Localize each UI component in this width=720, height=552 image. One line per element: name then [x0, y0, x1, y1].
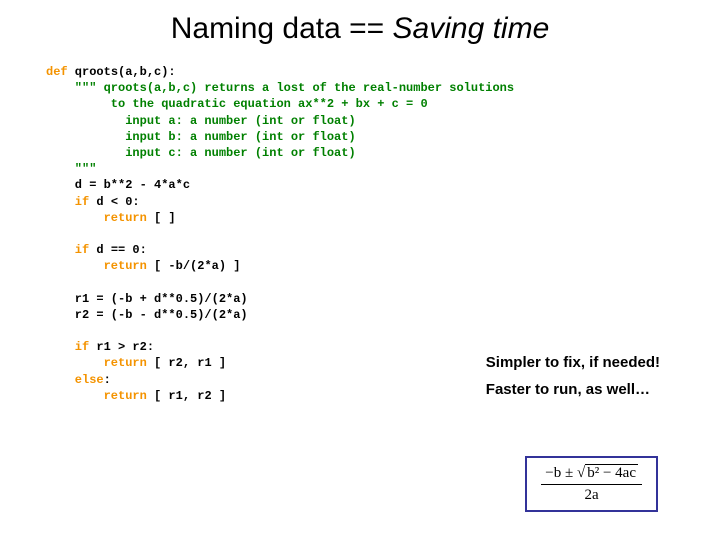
formula-box: −b ± √b² − 4ac 2a — [525, 456, 658, 512]
title-plain: Naming data == — [171, 12, 393, 45]
kw-if3: if — [46, 340, 89, 354]
doc-5: input c: a number (int or float) — [46, 146, 356, 160]
code-l3: r2 = (-b - d**0.5)/(2*a) — [46, 308, 248, 322]
code-block: def qroots(a,b,c): """ qroots(a,b,c) ret… — [46, 64, 720, 404]
formula-num-lead: −b ± — [545, 465, 577, 481]
doc-1: """ qroots(a,b,c) returns a lost of the … — [46, 81, 514, 95]
kw-else: else — [46, 373, 104, 387]
ret1-rest: [ ] — [147, 211, 176, 225]
kw-ret4: return — [46, 389, 147, 403]
annotation-2: Faster to run, as well… — [486, 381, 660, 398]
title-italic: Saving time — [393, 12, 550, 45]
if3-rest: r1 > r2: — [89, 340, 154, 354]
code-sig: qroots(a,b,c): — [68, 65, 176, 79]
kw-ret1: return — [46, 211, 147, 225]
slide-title: Naming data == Saving time — [0, 12, 720, 46]
else-rest: : — [104, 373, 111, 387]
kw-if1: if — [46, 195, 89, 209]
code-l2: r1 = (-b + d**0.5)/(2*a) — [46, 292, 248, 306]
code-l1: d = b**2 - 4*a*c — [46, 178, 190, 192]
doc-2: to the quadratic equation ax**2 + bx + c… — [46, 97, 428, 111]
formula-under-root: b² − 4ac — [585, 464, 638, 482]
quadratic-formula: −b ± √b² − 4ac 2a — [541, 464, 642, 504]
kw-if2: if — [46, 243, 89, 257]
doc-6: """ — [46, 162, 96, 176]
annotation-box: Simpler to fix, if needed! Faster to run… — [486, 354, 660, 408]
ret2-rest: [ -b/(2*a) ] — [147, 259, 241, 273]
doc-4: input b: a number (int or float) — [46, 130, 356, 144]
if1-rest: d < 0: — [89, 195, 139, 209]
doc-3: input a: a number (int or float) — [46, 114, 356, 128]
ret4-rest: [ r1, r2 ] — [147, 389, 226, 403]
radical-icon: √ — [577, 465, 585, 481]
formula-den: 2a — [541, 485, 642, 504]
if2-rest: d == 0: — [89, 243, 147, 257]
kw-ret2: return — [46, 259, 147, 273]
annotation-1: Simpler to fix, if needed! — [486, 354, 660, 371]
kw-def: def — [46, 65, 68, 79]
kw-ret3: return — [46, 356, 147, 370]
ret3-rest: [ r2, r1 ] — [147, 356, 226, 370]
